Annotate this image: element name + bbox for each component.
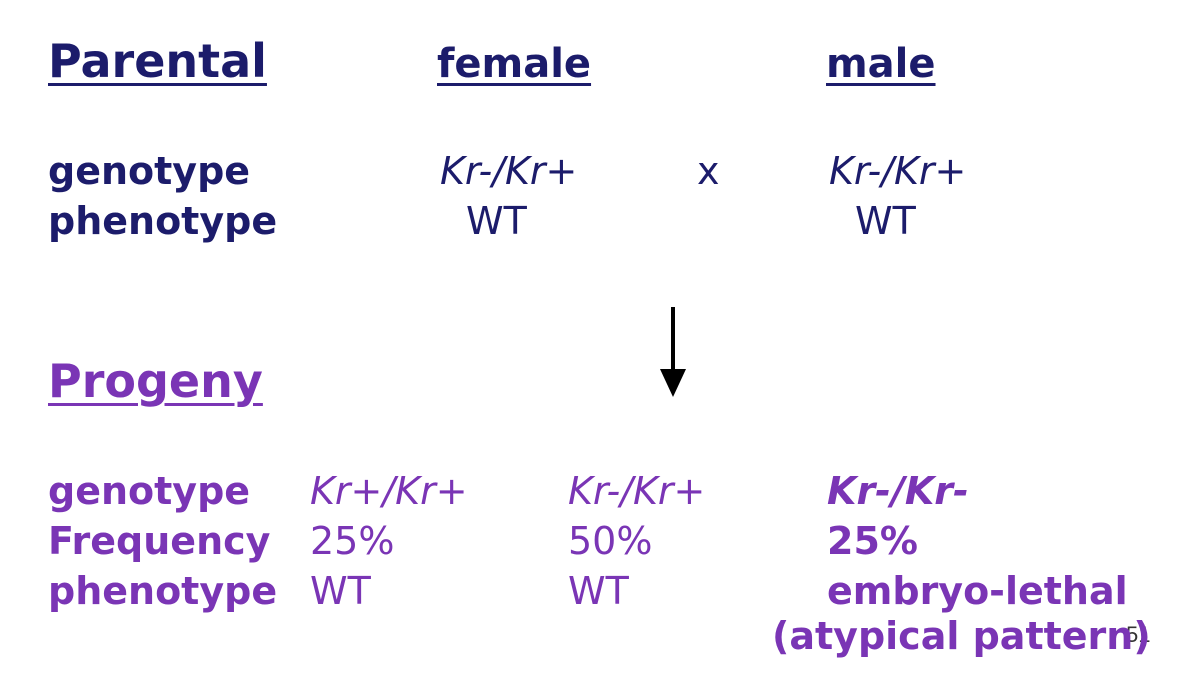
down-arrow-icon [660,307,686,397]
male-phenotype: WT [855,199,916,243]
male-label: male [826,41,936,87]
progeny-phenotype-note: (atypical pattern) [772,614,1151,658]
female-genotype: Kr-/Kr+ [440,149,578,193]
cross-symbol: x [697,149,720,193]
progeny-heading: Progeny [48,354,263,408]
parental-heading: Parental [48,34,267,88]
progeny-genotype-2: Kr-/Kr+ [568,469,706,513]
female-phenotype: WT [466,199,527,243]
progeny-frequency-2: 50% [568,519,653,563]
progeny-genotype-3: Kr-/Kr- [827,469,969,513]
parental-phenotype-label: phenotype [48,199,278,243]
progeny-genotype-1: Kr+/Kr+ [310,469,468,513]
progeny-genotype-label: genotype [48,469,251,513]
progeny-phenotype-1: WT [310,569,371,613]
male-genotype: Kr-/Kr+ [829,149,967,193]
progeny-frequency-3: 25% [827,519,918,563]
parental-genotype-label: genotype [48,149,251,193]
page-number: 51 [1126,622,1151,647]
progeny-phenotype-3: embryo-lethal [827,569,1128,613]
progeny-frequency-label: Frequency [48,519,271,563]
progeny-phenotype-2: WT [568,569,629,613]
female-label: female [437,41,592,87]
progeny-frequency-1: 25% [310,519,395,563]
progeny-phenotype-label: phenotype [48,569,278,613]
